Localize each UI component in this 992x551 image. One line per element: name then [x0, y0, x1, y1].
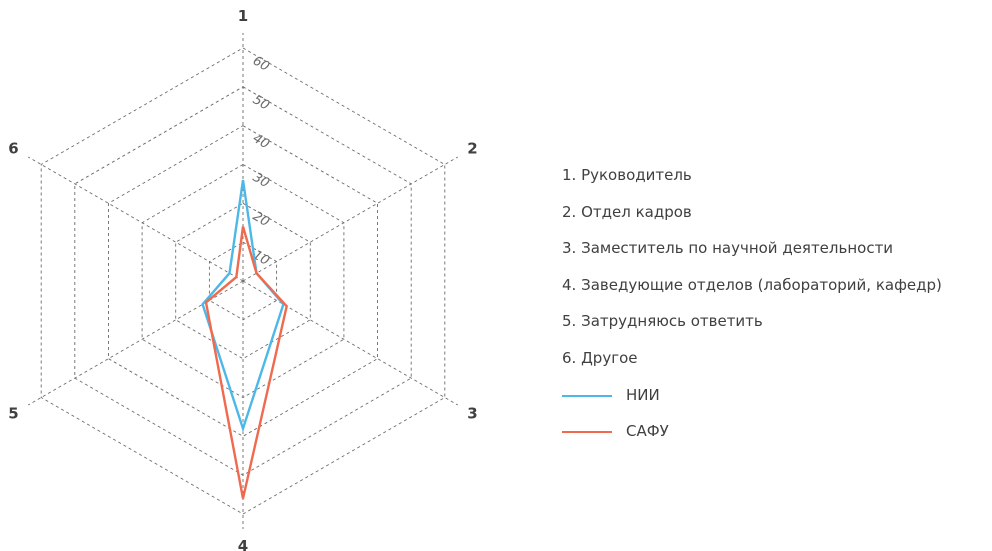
axis-line-3 — [242, 280, 459, 406]
tick-label-60: 60 — [250, 53, 272, 74]
legend-item-2: 2. Отдел кадров — [562, 202, 692, 221]
legend-series-nii: НИИ — [562, 384, 942, 421]
axis-label-2: 2 — [467, 140, 477, 158]
grid-ring-40 — [108, 125, 378, 437]
axis-line-6 — [27, 156, 244, 282]
legend: 1. Руководитель 2. Отдел кадров 3. Замес… — [562, 164, 942, 457]
axis-line-2 — [242, 156, 459, 282]
axis-line-5 — [27, 280, 244, 406]
legend-item-4: 4. Заведующие отделов (лабораторий, кафе… — [562, 275, 942, 294]
legend-item-6: 6. Другое — [562, 348, 638, 367]
legend-line-safu — [562, 431, 612, 434]
legend-item-1: 1. Руководитель — [562, 166, 692, 184]
legend-series-safu: САФУ — [562, 420, 942, 457]
axis-label-4: 4 — [238, 537, 248, 551]
legend-series-nii-label: НИИ — [626, 385, 660, 404]
axis-label-3: 3 — [467, 405, 477, 423]
tick-label-50: 50 — [250, 92, 272, 113]
tick-label-30: 30 — [250, 170, 272, 191]
series-line-safu — [204, 226, 289, 499]
tick-label-40: 40 — [250, 131, 272, 152]
axis-label-6: 6 — [8, 140, 18, 158]
legend-item-5: 5. Затрудняюсь ответить — [562, 312, 763, 331]
legend-line-nii — [562, 394, 612, 397]
grid-ring-60 — [40, 47, 446, 515]
axis-label-5: 5 — [8, 405, 18, 423]
tick-label-20: 20 — [250, 209, 272, 230]
axis-label-1: 1 — [238, 7, 248, 25]
legend-item-3: 3. Заместитель по научной деятельности — [562, 239, 894, 258]
legend-series-safu-label: САФУ — [626, 422, 669, 441]
